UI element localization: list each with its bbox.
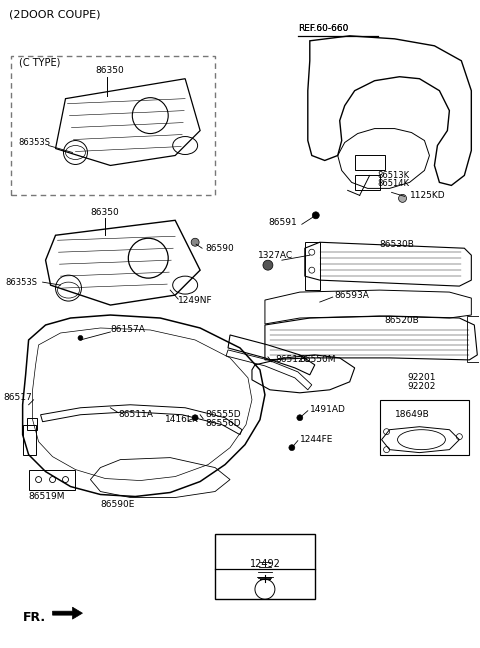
Text: 86520B: 86520B	[384, 316, 420, 325]
Text: 86519M: 86519M	[29, 492, 65, 501]
Circle shape	[263, 260, 273, 270]
Text: 1416LK: 1416LK	[165, 415, 199, 424]
Text: 86512C: 86512C	[275, 355, 310, 364]
Circle shape	[289, 445, 295, 450]
Text: 1491AD: 1491AD	[310, 405, 346, 414]
Text: 86591: 86591	[268, 218, 297, 227]
Text: 86550M: 86550M	[300, 355, 336, 364]
Text: 86157A: 86157A	[110, 325, 145, 334]
Circle shape	[78, 336, 83, 340]
Text: 86514K: 86514K	[378, 179, 409, 188]
Circle shape	[192, 415, 198, 421]
Text: 86517: 86517	[4, 393, 33, 402]
Text: 1327AC: 1327AC	[258, 251, 293, 260]
Text: 1244FE: 1244FE	[300, 435, 333, 444]
Text: 86590: 86590	[205, 244, 234, 253]
Circle shape	[191, 238, 199, 246]
Text: REF.60-660: REF.60-660	[298, 25, 348, 33]
Text: (2DOOR COUPE): (2DOOR COUPE)	[9, 10, 100, 20]
Text: 86530B: 86530B	[380, 240, 414, 249]
Circle shape	[398, 194, 407, 202]
Polygon shape	[52, 607, 83, 619]
Text: 86513K: 86513K	[378, 171, 410, 180]
Text: 92202: 92202	[408, 382, 436, 391]
Text: (C TYPE): (C TYPE)	[19, 58, 60, 68]
Text: 86593A: 86593A	[335, 290, 370, 299]
Circle shape	[297, 415, 303, 421]
Circle shape	[312, 212, 319, 219]
Text: REF.60-660: REF.60-660	[298, 25, 348, 33]
Text: 18649B: 18649B	[395, 410, 429, 419]
Text: 86590E: 86590E	[100, 500, 135, 509]
Text: 86555D: 86555D	[205, 410, 241, 419]
Text: 86511A: 86511A	[119, 410, 153, 419]
Text: 86350: 86350	[96, 66, 124, 75]
Text: 86556D: 86556D	[205, 419, 241, 428]
Text: 86353S: 86353S	[19, 138, 51, 147]
Text: 1249NF: 1249NF	[178, 295, 213, 305]
Text: FR.: FR.	[23, 610, 46, 623]
Text: 92201: 92201	[408, 373, 436, 382]
Text: 86350: 86350	[90, 208, 119, 217]
Text: 12492: 12492	[250, 559, 280, 570]
Text: 86353S: 86353S	[6, 277, 37, 286]
Text: 1125KD: 1125KD	[409, 191, 445, 200]
